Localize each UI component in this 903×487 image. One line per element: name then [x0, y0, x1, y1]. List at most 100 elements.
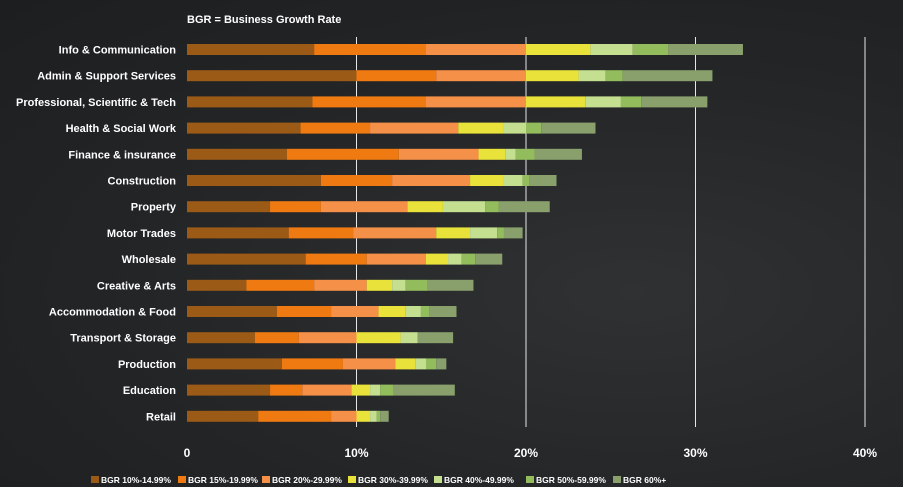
- bar-segment: [420, 306, 430, 317]
- legend-swatch: [348, 476, 356, 483]
- bar-segment: [436, 358, 447, 370]
- bar-segment: [288, 227, 354, 239]
- bar-segment: [393, 384, 455, 396]
- category-label: Wholesale: [122, 254, 176, 266]
- bar-segment: [187, 410, 259, 422]
- bar-segment: [302, 384, 352, 396]
- bar-segment: [400, 332, 418, 344]
- bar-segment: [436, 227, 471, 239]
- bar-segment: [380, 384, 394, 396]
- bar-segment: [378, 306, 406, 317]
- bar-segment: [320, 175, 393, 186]
- bar-segment: [246, 279, 315, 291]
- category-labels: Info & Communication Admin & Support Serv…: [16, 45, 177, 424]
- category-label: Finance & insurance: [68, 149, 176, 161]
- bar-segment: [254, 332, 299, 344]
- bar-segment: [312, 96, 426, 108]
- bar-segment: [590, 44, 633, 55]
- bar-segment: [366, 279, 393, 291]
- bar-segment: [668, 44, 743, 55]
- bar-segment: [187, 70, 357, 82]
- bar-segment: [351, 384, 371, 396]
- bar-segment: [187, 253, 306, 265]
- bar-segment: [505, 148, 516, 160]
- bar-segment: [370, 410, 377, 422]
- bar-segment: [314, 44, 426, 55]
- legend-swatch: [434, 476, 442, 483]
- bar-segment: [503, 122, 526, 134]
- bar-segment: [503, 175, 523, 186]
- bar-segment: [522, 175, 530, 186]
- legend-label: BGR 20%-29.99%: [272, 475, 342, 485]
- category-label: Property: [131, 202, 177, 214]
- x-tick-label: 0: [184, 446, 191, 460]
- bar-segment: [641, 96, 708, 108]
- bar-segment: [417, 332, 454, 344]
- bar-segment: [405, 306, 421, 317]
- bar-segment: [605, 70, 623, 82]
- legend-label: BGR 30%-39.99%: [358, 475, 428, 485]
- category-label: Retail: [146, 411, 176, 423]
- category-label: Construction: [108, 176, 177, 188]
- bar-segment: [470, 227, 498, 239]
- bar-segment: [461, 253, 476, 265]
- bar-segment: [305, 253, 367, 265]
- bar-segment: [331, 410, 357, 422]
- bar-segment: [276, 306, 332, 317]
- bar-segment: [370, 384, 381, 396]
- bar-segment: [270, 201, 321, 213]
- bar-segment: [470, 175, 504, 186]
- bar-segment: [342, 358, 396, 370]
- bar-segment: [498, 201, 550, 213]
- category-label: Transport & Storage: [70, 333, 176, 345]
- bar-segment: [534, 148, 582, 160]
- legend-swatch: [91, 476, 99, 483]
- bar-segment: [187, 227, 289, 239]
- bar-segment: [187, 175, 321, 186]
- bar-segment: [475, 253, 503, 265]
- category-label: Professional, Scientific & Tech: [16, 97, 176, 109]
- bar-segment: [526, 70, 579, 82]
- bar-segment: [515, 148, 535, 160]
- bar-segment: [541, 122, 596, 134]
- bar-segment: [503, 227, 523, 239]
- bar-segment: [353, 227, 437, 239]
- bar-segment: [529, 175, 557, 186]
- bar-segment: [425, 253, 449, 265]
- legend-swatch: [262, 476, 270, 483]
- category-label: Education: [123, 385, 176, 397]
- bar-segment: [442, 201, 486, 213]
- bar-segment: [187, 201, 271, 213]
- bar-segment: [448, 253, 462, 265]
- bar-segment: [427, 279, 474, 291]
- x-tick-label: 10%: [344, 446, 368, 460]
- bar-segment: [392, 175, 471, 186]
- bar-segment: [356, 410, 371, 422]
- category-label: Info & Communication: [59, 45, 177, 57]
- legend-label: BGR 50%-59.99%: [536, 475, 606, 485]
- x-tick-label: 30%: [683, 446, 707, 460]
- bar-segment: [395, 358, 416, 370]
- bar-segment: [425, 96, 526, 108]
- category-label: Accommodation & Food: [49, 307, 176, 319]
- legend-swatch: [526, 476, 534, 483]
- x-tick-labels: 0 10% 20% 30% 40%: [184, 446, 878, 460]
- x-tick-label: 20%: [514, 446, 538, 460]
- legend-swatch: [613, 476, 621, 483]
- legend-swatch: [178, 476, 186, 483]
- bar-segment: [376, 410, 381, 422]
- bar-segment: [187, 44, 315, 55]
- bar-segment: [405, 279, 428, 291]
- bar-segment: [578, 70, 606, 82]
- bar-segment: [526, 122, 542, 134]
- bar-segment: [425, 44, 526, 55]
- legend-label: BGR 60%+: [623, 475, 666, 485]
- bar-segment: [622, 70, 713, 82]
- legend-label: BGR 10%-14.99%: [101, 475, 171, 485]
- bar-segment: [187, 122, 301, 134]
- legend-label: BGR 15%-19.99%: [188, 475, 258, 485]
- bar-segment: [398, 148, 479, 160]
- bar-segment: [320, 201, 408, 213]
- bar-segment: [620, 96, 642, 108]
- bar-segment: [331, 306, 379, 317]
